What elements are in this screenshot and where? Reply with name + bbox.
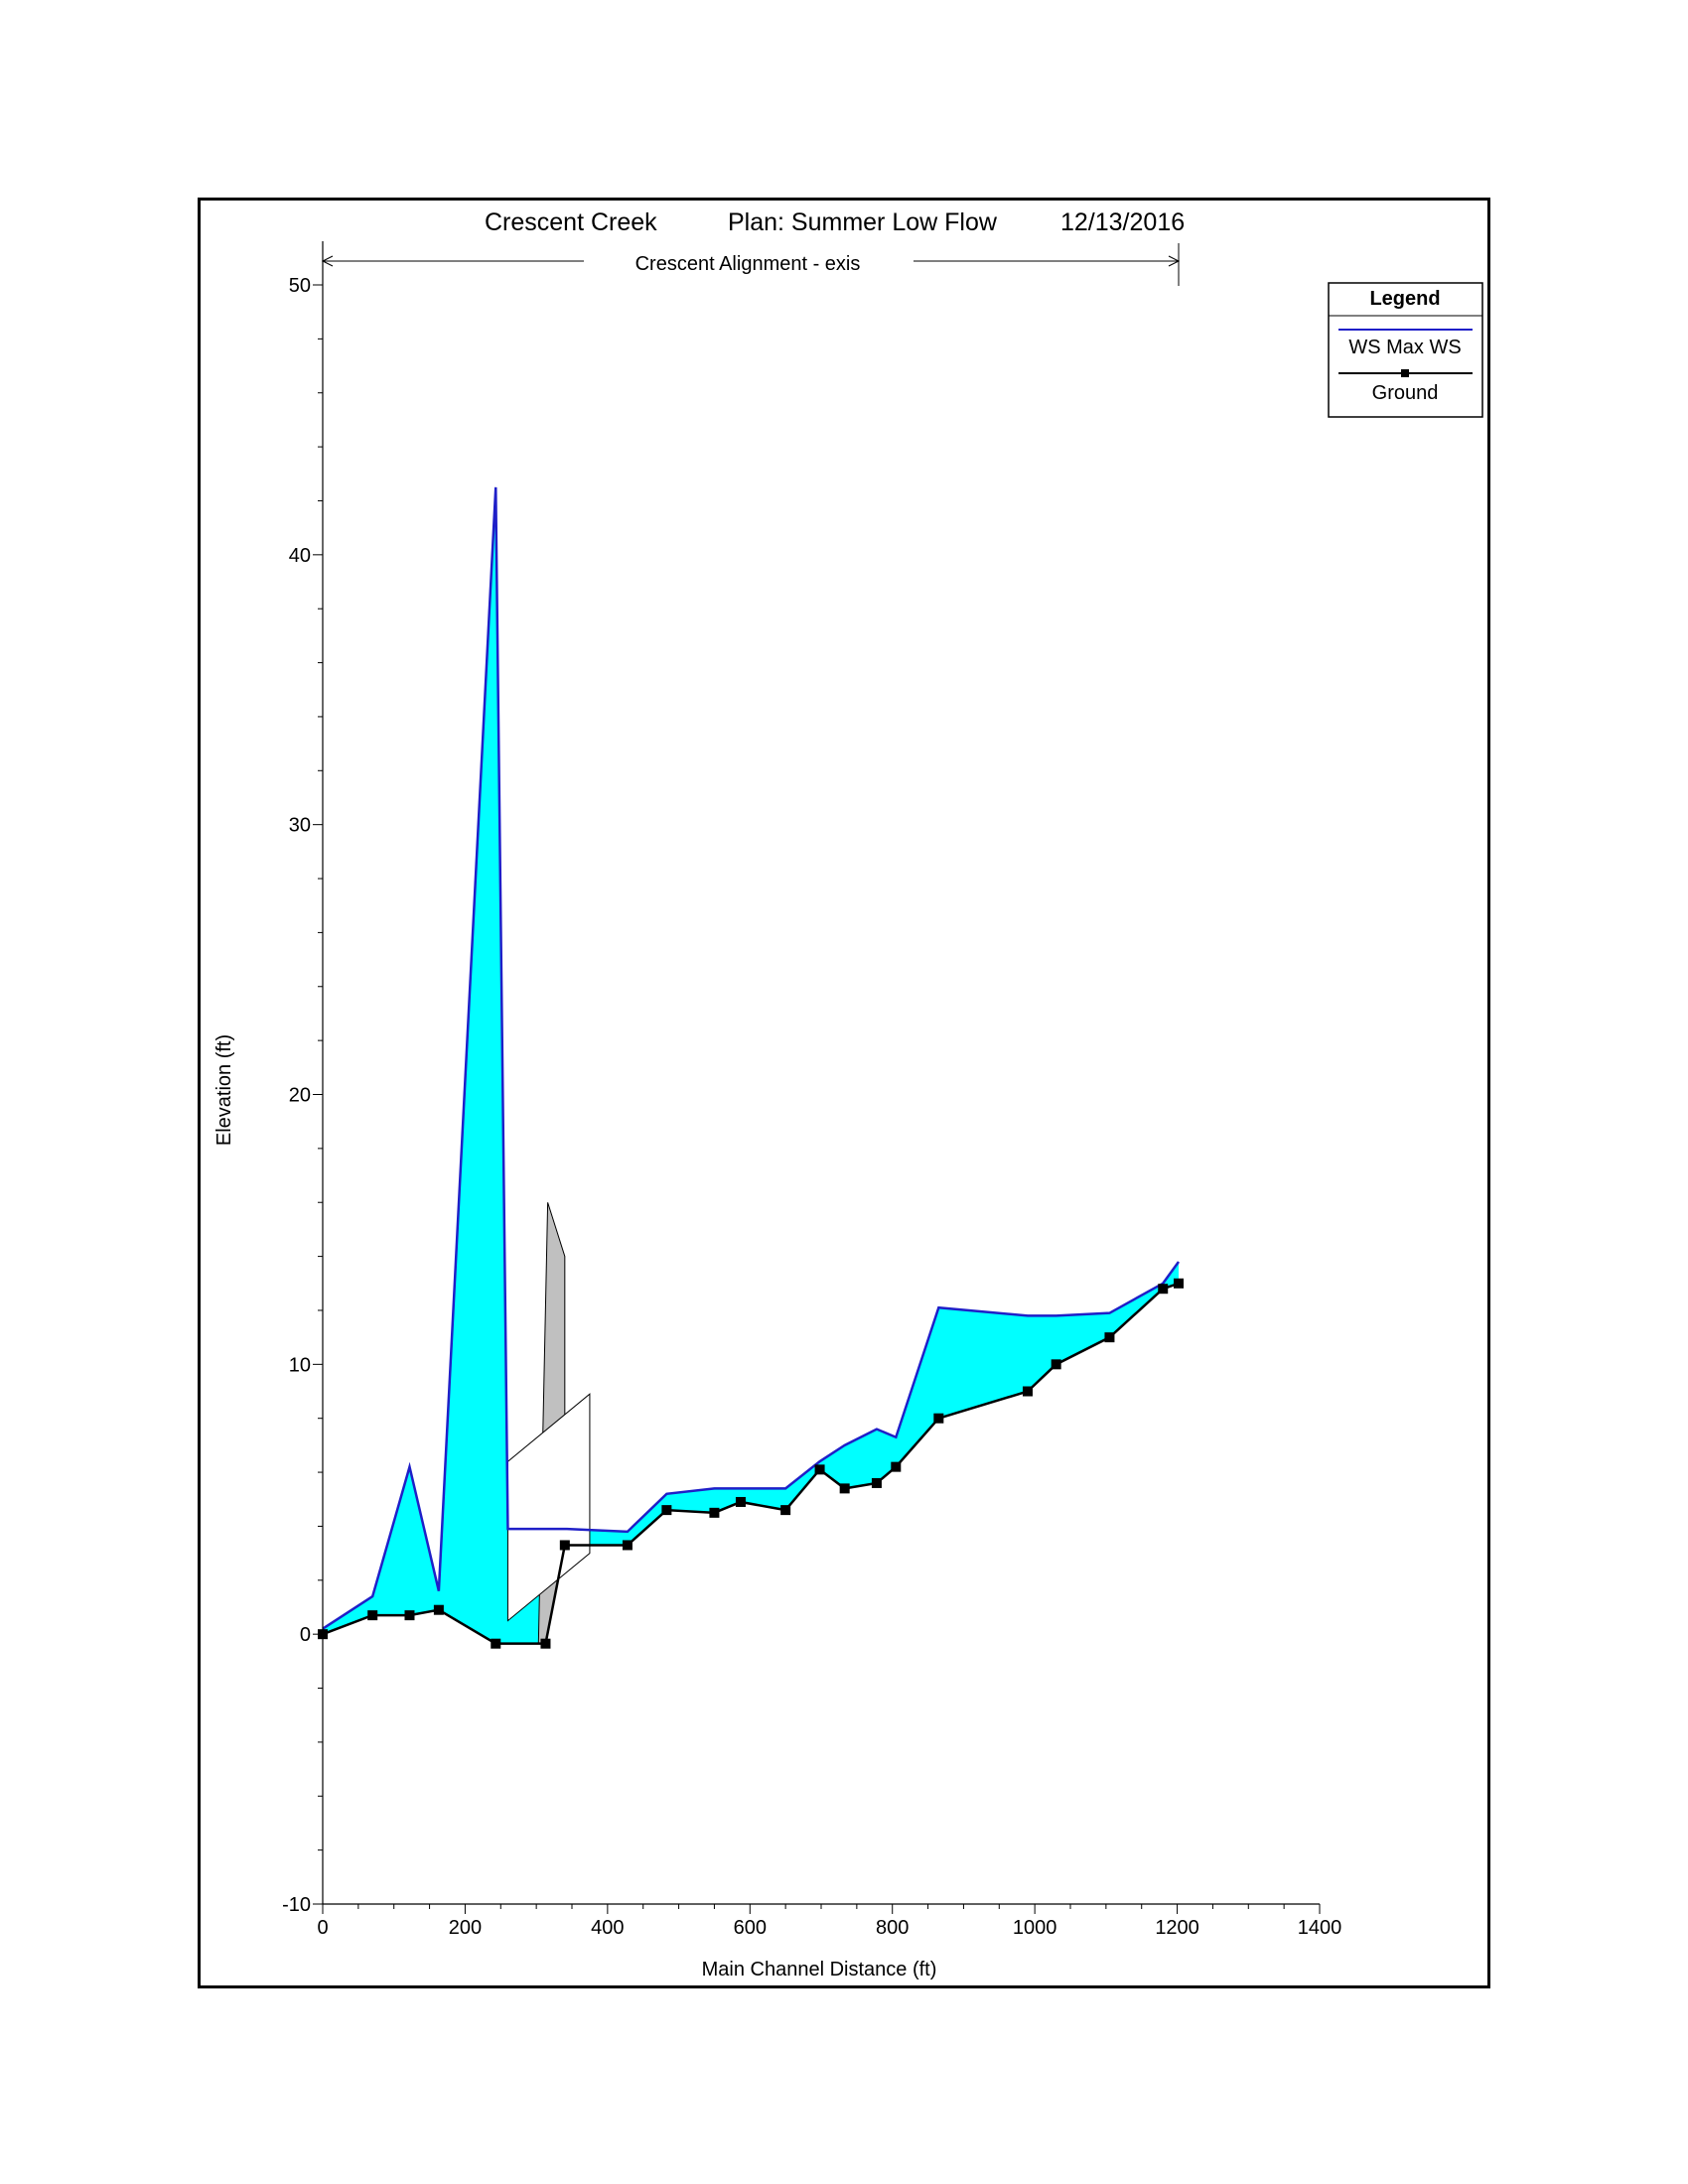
ground-point <box>1174 1278 1185 1289</box>
title-project: Crescent Creek <box>485 208 657 236</box>
x-tick-label: 1200 <box>1155 1917 1199 1939</box>
ground-point <box>871 1477 882 1488</box>
ground-line <box>322 1282 1180 1645</box>
x-axis-title: Main Channel Distance (ft) <box>702 1959 937 1980</box>
legend-ground-label: Ground <box>1372 382 1439 404</box>
y-tick-label: 30 <box>289 815 311 837</box>
y-tick-label: 50 <box>289 275 311 297</box>
ground-point <box>814 1464 825 1475</box>
ground-point <box>891 1461 902 1472</box>
axes-layer: -10 0 10 20 30 40 50 0 200 400 600 800 1000 1200 1400 <box>282 241 1341 1939</box>
x-tick-label: 200 <box>449 1917 482 1939</box>
x-tick-label: 0 <box>317 1917 328 1939</box>
x-tick-label: 800 <box>876 1917 909 1939</box>
culvert-outline-1 <box>506 1393 591 1622</box>
legend: Legend WS Max WS Ground <box>1328 282 1483 418</box>
reach-arrowhead-left <box>321 255 334 267</box>
ws-max-line <box>322 486 1181 1630</box>
ground-point <box>933 1413 944 1424</box>
legend-ground-marker <box>1401 369 1409 377</box>
ground-point <box>1022 1386 1033 1397</box>
ground-point <box>1158 1284 1169 1295</box>
x-tick-label: 400 <box>591 1917 624 1939</box>
legend-title: Legend <box>1369 288 1440 310</box>
legend-box <box>1328 282 1483 418</box>
ground-point <box>1104 1332 1115 1343</box>
plot-layer <box>318 486 1185 1649</box>
title-date: 12/13/2016 <box>1060 208 1185 236</box>
ground-point <box>404 1610 415 1621</box>
y-tick-label: -10 <box>282 1894 311 1916</box>
x-tick-label: 1400 <box>1298 1917 1342 1939</box>
legend-ws-label: WS Max WS <box>1348 337 1461 358</box>
reach-label: Crescent Alignment - exis <box>635 253 861 275</box>
y-axis-title: Elevation (ft) <box>213 1034 235 1146</box>
x-tick-label: 600 <box>734 1917 767 1939</box>
x-tick-label: 1000 <box>1013 1917 1057 1939</box>
ground-point <box>661 1505 672 1516</box>
y-tick-label: 20 <box>289 1085 311 1107</box>
ground-point <box>433 1604 444 1615</box>
ground-point <box>1051 1359 1061 1370</box>
ground-point <box>367 1610 378 1621</box>
ground-point <box>735 1496 746 1507</box>
ground-point <box>559 1540 570 1551</box>
ground-point <box>709 1507 720 1518</box>
reach-arrowhead-right <box>1168 255 1181 267</box>
ground-point <box>540 1638 551 1649</box>
ground-point <box>839 1483 850 1494</box>
water-surface-fill <box>323 486 1180 1644</box>
title-plan: Plan: Summer Low Flow <box>728 208 998 236</box>
y-tick-label: 0 <box>300 1624 311 1646</box>
ground-point <box>622 1540 633 1551</box>
ground-point <box>780 1505 791 1516</box>
y-tick-label: 10 <box>289 1354 311 1376</box>
ground-point <box>491 1638 501 1649</box>
chart-frame <box>198 198 1490 1988</box>
y-tick-label: 40 <box>289 545 311 567</box>
